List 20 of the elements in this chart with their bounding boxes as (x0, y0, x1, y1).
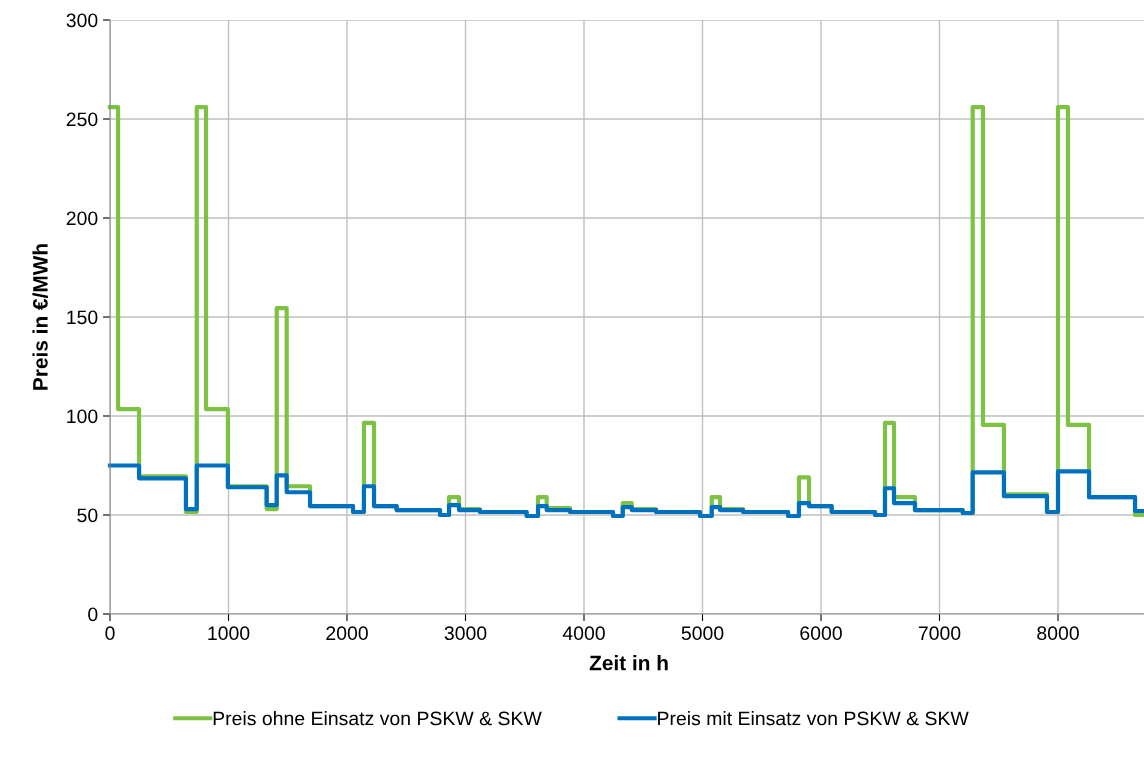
x-tick-label: 0 (105, 626, 115, 641)
y-axis-title: Preis in €/MWh (32, 244, 48, 390)
x-tick-label: 2000 (326, 626, 368, 641)
x-tick-label: 1000 (208, 626, 250, 641)
y-tick-label: 150 (67, 310, 98, 325)
legend-label: Preis ohne Einsatz von PSKW & SKW (213, 711, 542, 726)
x-tick-label: 6000 (800, 626, 842, 641)
y-tick-label: 50 (77, 508, 98, 523)
legend-label: Preis mit Einsatz von PSKW & SKW (658, 711, 969, 726)
y-tick-label: 250 (66, 112, 98, 127)
x-tick-label: 8000 (1037, 626, 1079, 641)
x-tick-label: 3000 (444, 626, 487, 641)
x-axis-title: Zeit in h (589, 655, 668, 671)
y-tick-label: 200 (66, 211, 98, 226)
y-tick-label: 100 (67, 409, 98, 424)
x-tick-label: 4000 (562, 626, 605, 641)
x-tick-label: 5000 (681, 626, 724, 641)
y-tick-label: 0 (88, 607, 98, 622)
y-tick-label: 300 (66, 13, 98, 28)
x-tick-label: 7000 (918, 626, 961, 641)
